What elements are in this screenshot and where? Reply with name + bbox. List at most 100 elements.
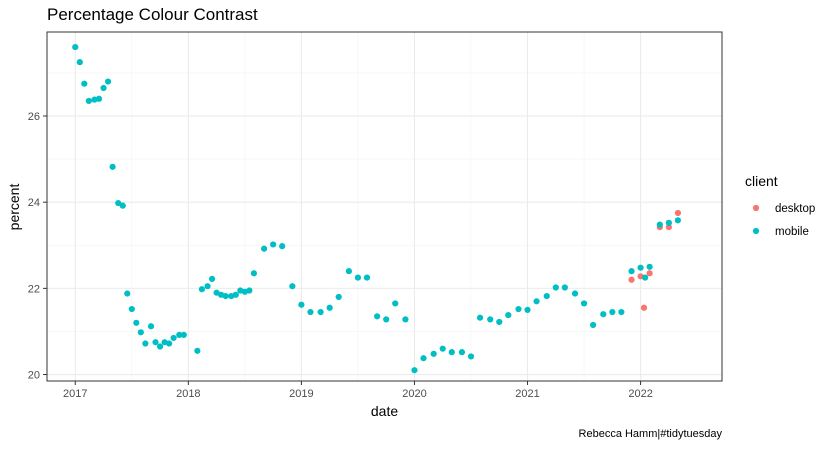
data-point-mobile bbox=[250, 270, 258, 277]
data-point-mobile bbox=[665, 219, 672, 226]
data-point-desktop bbox=[640, 304, 648, 311]
data-point-mobile bbox=[85, 97, 92, 105]
legend-key-desktop bbox=[752, 204, 760, 212]
data-point-mobile bbox=[374, 313, 381, 320]
y-tick-label: 24 bbox=[28, 197, 40, 209]
data-point-mobile bbox=[81, 80, 88, 87]
y-tick-label: 22 bbox=[28, 283, 40, 295]
data-point-mobile bbox=[590, 321, 597, 329]
data-point-mobile bbox=[72, 43, 79, 51]
data-point-mobile bbox=[561, 284, 568, 291]
data-point-mobile bbox=[505, 311, 512, 319]
data-point-mobile bbox=[204, 283, 211, 290]
data-point-mobile bbox=[448, 349, 455, 356]
data-point-mobile bbox=[176, 331, 183, 338]
data-point-mobile bbox=[609, 308, 616, 316]
data-point-mobile bbox=[270, 241, 277, 248]
data-point-mobile bbox=[279, 243, 286, 250]
data-point-mobile bbox=[674, 217, 682, 224]
data-point-mobile bbox=[524, 306, 531, 314]
data-point-mobile bbox=[515, 305, 522, 313]
data-point-mobile bbox=[166, 340, 173, 347]
data-point-mobile bbox=[392, 300, 399, 307]
data-point-mobile bbox=[552, 284, 559, 291]
x-tick-label: 2017 bbox=[63, 388, 87, 400]
data-point-mobile bbox=[170, 334, 177, 342]
y-tick-label: 26 bbox=[28, 111, 40, 123]
data-point-mobile bbox=[198, 286, 205, 293]
data-point-mobile bbox=[354, 274, 362, 281]
data-point-mobile bbox=[420, 355, 427, 362]
data-point-mobile bbox=[260, 245, 268, 252]
data-point-mobile bbox=[104, 78, 112, 85]
data-point-desktop bbox=[674, 209, 682, 217]
data-point-mobile bbox=[180, 331, 187, 338]
legend-label-desktop: desktop bbox=[775, 203, 815, 215]
data-point-mobile bbox=[76, 59, 83, 66]
data-point-mobile bbox=[335, 293, 342, 301]
data-point-mobile bbox=[496, 318, 503, 326]
data-point-mobile bbox=[156, 343, 164, 350]
data-point-mobile bbox=[402, 316, 409, 323]
data-point-mobile bbox=[194, 347, 201, 354]
data-point-mobile bbox=[646, 263, 653, 270]
data-point-mobile bbox=[628, 268, 635, 275]
data-point-mobile bbox=[232, 291, 239, 298]
data-point-mobile bbox=[152, 339, 159, 346]
x-tick-label: 2021 bbox=[515, 388, 539, 400]
x-tick-label: 2020 bbox=[402, 388, 426, 400]
data-point-desktop bbox=[628, 276, 635, 283]
data-point-mobile bbox=[642, 274, 649, 281]
data-point-mobile bbox=[119, 202, 126, 209]
data-point-mobile bbox=[142, 340, 149, 347]
data-point-mobile bbox=[289, 283, 296, 290]
data-point-mobile bbox=[208, 275, 216, 282]
legend-key-mobile bbox=[752, 227, 760, 235]
x-tick-label: 2018 bbox=[176, 388, 200, 400]
data-point-mobile bbox=[133, 319, 140, 326]
data-point-mobile bbox=[115, 199, 122, 207]
x-axis-title: date bbox=[371, 403, 398, 419]
data-point-mobile bbox=[533, 298, 540, 305]
y-axis-title: percent bbox=[6, 184, 22, 231]
data-point-mobile bbox=[571, 290, 579, 297]
x-tick-label: 2022 bbox=[628, 388, 652, 400]
data-point-mobile bbox=[656, 221, 663, 228]
data-point-mobile bbox=[128, 305, 135, 313]
data-point-mobile bbox=[600, 311, 607, 318]
data-point-mobile bbox=[543, 293, 550, 300]
data-point-mobile bbox=[580, 300, 588, 307]
data-point-desktop bbox=[646, 270, 653, 277]
data-point-mobile bbox=[363, 274, 371, 281]
data-point-mobile bbox=[100, 84, 107, 92]
data-point-mobile bbox=[317, 308, 324, 316]
data-point-mobile bbox=[246, 287, 253, 294]
data-point-mobile bbox=[298, 301, 305, 308]
data-point-mobile bbox=[383, 316, 390, 323]
data-point-mobile bbox=[95, 95, 103, 102]
data-point-mobile bbox=[222, 293, 229, 300]
legend: client desktop mobile bbox=[745, 173, 815, 238]
panel-border bbox=[46, 31, 723, 382]
chart-title: Percentage Colour Contrast bbox=[47, 5, 258, 24]
data-point-mobile bbox=[147, 323, 155, 330]
data-point-mobile bbox=[618, 308, 625, 316]
y-tick-label: 20 bbox=[28, 370, 40, 382]
legend-label-mobile: mobile bbox=[775, 226, 809, 238]
data-point-mobile bbox=[439, 345, 446, 352]
data-point-mobile bbox=[637, 264, 644, 271]
data-point-mobile bbox=[109, 163, 116, 170]
data-point-mobile bbox=[430, 350, 437, 357]
data-point-mobile bbox=[326, 304, 333, 311]
data-point-mobile bbox=[467, 353, 475, 360]
data-point-mobile bbox=[411, 367, 418, 374]
data-point-mobile bbox=[458, 349, 466, 356]
data-point-desktop bbox=[665, 224, 672, 231]
data-point-mobile bbox=[137, 329, 144, 336]
x-tick-label: 2019 bbox=[289, 388, 313, 400]
legend-title: client bbox=[745, 173, 778, 189]
data-point-mobile bbox=[487, 316, 494, 323]
